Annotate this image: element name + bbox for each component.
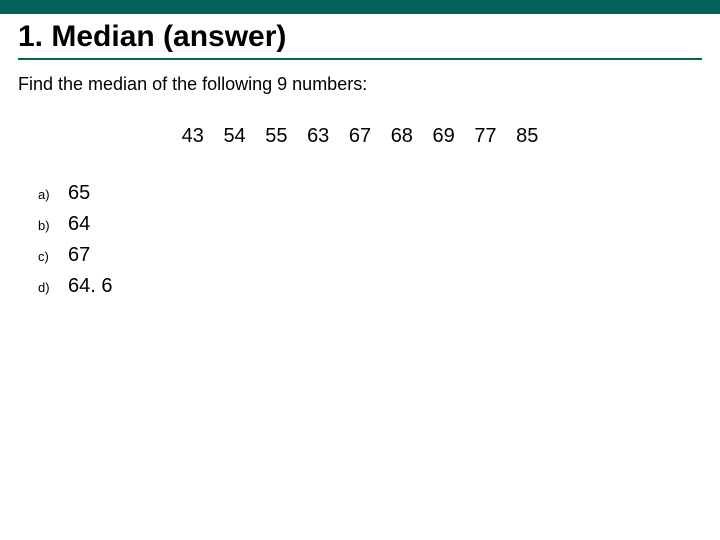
option-d: d) 64. 6 [38, 275, 702, 298]
number-item: 55 [265, 125, 287, 147]
number-item: 77 [474, 125, 496, 147]
number-item: 54 [223, 125, 245, 147]
option-c: c) 67 [38, 244, 702, 267]
option-value: 67 [68, 244, 90, 267]
top-accent-bar [0, 0, 720, 14]
answer-options: a) 65 b) 64 c) 67 d) 64. 6 [18, 182, 702, 298]
number-item: 43 [182, 125, 204, 147]
number-item: 67 [349, 125, 371, 147]
option-a: a) 65 [38, 182, 702, 205]
number-item: 69 [433, 125, 455, 147]
question-prompt: Find the median of the following 9 numbe… [18, 74, 702, 95]
option-value: 64 [68, 213, 90, 236]
slide-content: 1. Median (answer) Find the median of th… [0, 20, 720, 298]
option-label: a) [38, 187, 68, 202]
option-label: c) [38, 249, 68, 264]
title-underline [18, 58, 702, 60]
option-value: 65 [68, 182, 90, 205]
option-label: b) [38, 218, 68, 233]
slide-title: 1. Median (answer) [18, 20, 702, 54]
option-value: 64. 6 [68, 275, 112, 298]
number-item: 68 [391, 125, 413, 147]
option-b: b) 64 [38, 213, 702, 236]
numbers-list: 43 54 55 63 67 68 69 77 85 [18, 125, 702, 148]
number-item: 63 [307, 125, 329, 147]
option-label: d) [38, 280, 68, 295]
number-item: 85 [516, 125, 538, 147]
